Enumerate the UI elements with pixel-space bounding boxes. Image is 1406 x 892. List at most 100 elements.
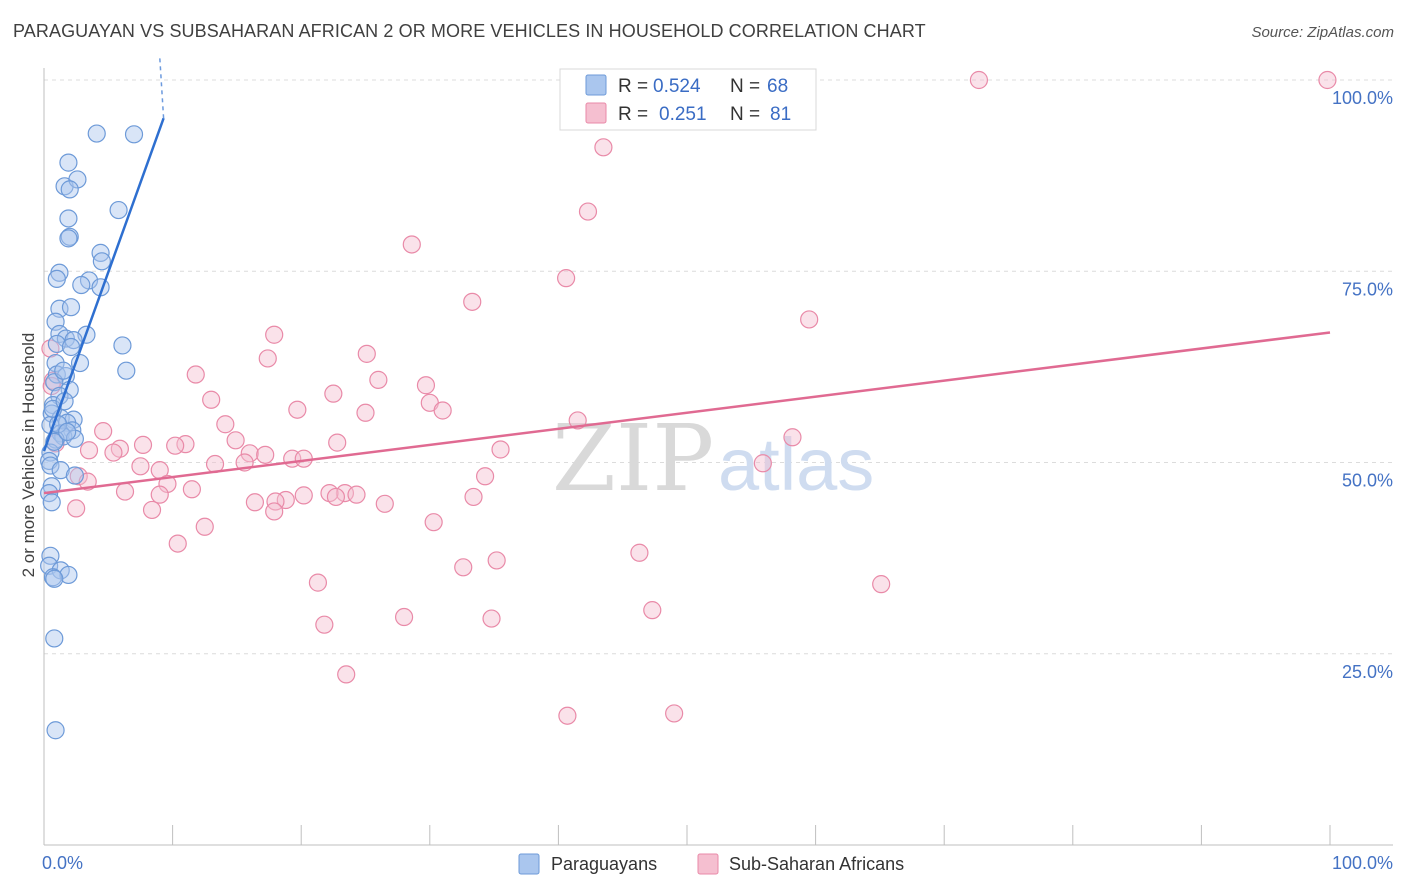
bottom-legend-swatch-paraguayans bbox=[518, 853, 540, 875]
paraguayans-point-53 bbox=[42, 493, 61, 512]
sub-saharan-africans-point-18 bbox=[202, 390, 221, 409]
legend-swatch-sub-saharan-africans bbox=[585, 102, 607, 124]
sub-saharan-africans-point-76 bbox=[482, 609, 501, 628]
series-paraguayans-points bbox=[40, 124, 144, 740]
sub-saharan-africans-point-26 bbox=[226, 431, 245, 450]
sub-saharan-africans-point-55 bbox=[150, 485, 169, 504]
sub-saharan-africans-point-54 bbox=[115, 482, 135, 501]
paraguayans-point-26 bbox=[61, 337, 81, 357]
bottom-legend: Paraguayans Sub-Saharan Africans bbox=[518, 853, 904, 875]
legend-n-label-2: N = bbox=[730, 104, 760, 125]
paraguayans-point-14 bbox=[47, 269, 66, 288]
legend-r-label-2: R = bbox=[618, 104, 648, 125]
legend-n-label-1: N = bbox=[730, 76, 760, 97]
legend-swatch-paraguayans bbox=[585, 74, 607, 96]
sub-saharan-africans-point-25 bbox=[94, 422, 113, 441]
trend-lines bbox=[42, 57, 1331, 495]
x-tick-label-min: 0.0% bbox=[42, 853, 83, 873]
sub-saharan-africans-point-66 bbox=[424, 513, 443, 532]
sub-saharan-africans-point-37 bbox=[240, 444, 259, 463]
sub-saharan-africans-point-11 bbox=[258, 349, 277, 368]
paraguayans-point-15 bbox=[72, 275, 91, 295]
sub-saharan-africans-point-74 bbox=[643, 601, 662, 620]
sub-saharan-africans-point-24 bbox=[216, 415, 235, 434]
paraguayans-point-49 bbox=[51, 461, 70, 480]
legend-r-label-1: R = bbox=[618, 76, 648, 97]
trend-line-paraguayans-extension bbox=[158, 57, 165, 119]
sub-saharan-africans-point-32 bbox=[133, 435, 153, 455]
bottom-legend-swatch-sub-saharan-africans bbox=[697, 853, 719, 875]
paraguayans-point-57 bbox=[59, 565, 78, 585]
paraguayans-point-48 bbox=[41, 456, 60, 475]
y-tick-label-25: 25.0% bbox=[1342, 662, 1393, 682]
sub-saharan-africans-point-44 bbox=[131, 457, 150, 476]
sub-saharan-africans-point-17 bbox=[324, 384, 343, 403]
chart-title: PARAGUAYAN VS SUBSAHARAN AFRICAN 2 OR MO… bbox=[13, 21, 926, 41]
sub-saharan-africans-point-10 bbox=[357, 344, 376, 363]
legend: R = 0.524 N = 68 R = 0.251 N = 81 bbox=[559, 68, 817, 131]
sub-saharan-africans-point-38 bbox=[256, 445, 275, 464]
sub-saharan-africans-point-48 bbox=[475, 467, 495, 486]
legend-r-value-2: 0.251 bbox=[659, 104, 707, 125]
sub-saharan-africans-point-60 bbox=[347, 485, 366, 504]
bottom-legend-label-paraguayans: Paraguayans bbox=[551, 854, 657, 874]
paraguayans-point-11 bbox=[92, 252, 111, 271]
y-axis-label: 2 or more Vehicles in Household bbox=[19, 333, 38, 578]
x-tick-labels: 0.0% 100.0% bbox=[42, 853, 1393, 873]
bottom-legend-label-sub-saharan-africans: Sub-Saharan Africans bbox=[729, 854, 904, 874]
paraguayans-point-27 bbox=[46, 353, 65, 373]
sub-saharan-africans-point-71 bbox=[454, 558, 473, 577]
sub-saharan-africans-point-57 bbox=[294, 486, 313, 505]
y-tick-labels: 25.0% 50.0% 75.0% 100.0% bbox=[1332, 88, 1393, 682]
sub-saharan-africans-point-0 bbox=[969, 70, 989, 90]
sub-saharan-africans-point-6 bbox=[463, 292, 482, 311]
sub-saharan-africans-point-70 bbox=[487, 551, 506, 570]
sub-saharan-africans-point-35 bbox=[491, 440, 510, 459]
series-sub-saharan-africans-points bbox=[41, 70, 1337, 725]
paraguayans-point-18 bbox=[61, 298, 81, 317]
paraguayans-point-61 bbox=[46, 721, 65, 740]
sub-saharan-africans-point-72 bbox=[308, 573, 328, 592]
sub-saharan-africans-point-31 bbox=[79, 441, 99, 460]
sub-saharan-africans-point-61 bbox=[464, 487, 483, 507]
paraguayans-point-44 bbox=[65, 429, 84, 448]
paraguayans-point-6 bbox=[109, 200, 128, 220]
sub-saharan-africans-point-58 bbox=[245, 493, 265, 512]
paraguayans-point-67 bbox=[58, 422, 77, 441]
sub-saharan-africans-point-30 bbox=[166, 436, 185, 455]
sub-saharan-africans-point-34 bbox=[104, 443, 123, 462]
sub-saharan-africans-point-20 bbox=[288, 400, 307, 419]
sub-saharan-africans-point-77 bbox=[315, 615, 334, 634]
legend-r-value-1: 0.524 bbox=[653, 76, 701, 97]
sub-saharan-africans-point-14 bbox=[186, 365, 205, 384]
sub-saharan-africans-point-79 bbox=[558, 706, 577, 725]
paraguayans-point-2 bbox=[59, 153, 78, 172]
sub-saharan-africans-point-78 bbox=[337, 665, 356, 684]
sub-saharan-africans-point-59 bbox=[326, 487, 346, 507]
sub-saharan-africans-point-62 bbox=[375, 494, 394, 513]
y-tick-label-100: 100.0% bbox=[1332, 88, 1393, 108]
paraguayans-point-28 bbox=[70, 353, 90, 373]
sub-saharan-africans-point-64 bbox=[142, 500, 162, 520]
watermark: ZIP atlas bbox=[552, 405, 874, 512]
watermark-zip: ZIP bbox=[552, 405, 714, 512]
sub-saharan-africans-point-67 bbox=[195, 517, 214, 536]
sub-saharan-africans-point-2 bbox=[594, 138, 613, 157]
paraguayans-point-0 bbox=[87, 124, 106, 143]
paraguayans-point-1 bbox=[124, 125, 144, 144]
sub-saharan-africans-point-22 bbox=[356, 403, 375, 422]
paraguayans-point-50 bbox=[65, 466, 84, 485]
sub-saharan-africans-point-65 bbox=[67, 499, 86, 518]
paraguayans-point-5 bbox=[60, 180, 79, 199]
paraguayans-point-24 bbox=[47, 334, 66, 354]
sub-saharan-africans-point-21 bbox=[433, 401, 452, 420]
legend-n-value-1: 68 bbox=[767, 76, 788, 97]
sub-saharan-africans-point-8 bbox=[265, 325, 284, 344]
y-tick-label-50: 50.0% bbox=[1342, 471, 1393, 491]
paraguayans-point-60 bbox=[45, 629, 64, 648]
paraguayans-point-7 bbox=[59, 209, 78, 228]
paraguayans-point-4 bbox=[68, 170, 87, 189]
sub-saharan-africans-point-53 bbox=[182, 480, 201, 499]
sub-saharan-africans-point-50 bbox=[335, 484, 355, 503]
